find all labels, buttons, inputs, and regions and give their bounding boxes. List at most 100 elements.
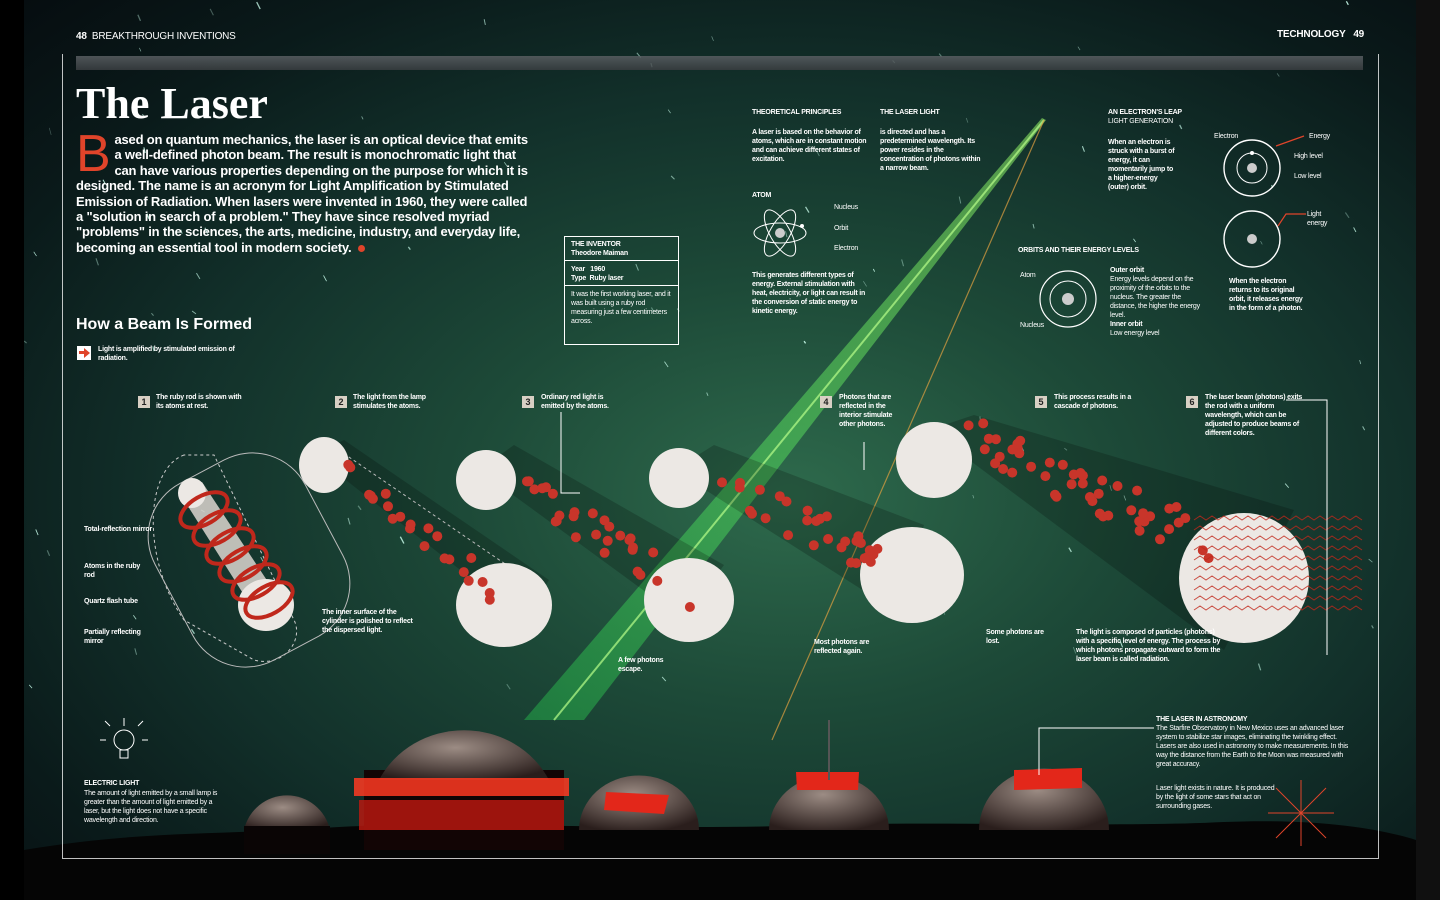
star — [143, 147, 146, 154]
lightbulb-icon — [100, 718, 148, 759]
star — [958, 196, 962, 204]
photon — [602, 535, 613, 546]
star — [1119, 640, 1124, 648]
photon — [851, 558, 862, 569]
step-5-number: 5 — [1035, 396, 1047, 408]
star — [670, 175, 675, 180]
photon — [1138, 508, 1149, 519]
photon — [760, 513, 771, 524]
orbits-heading: ORBITS AND THEIR ENERGY LEVELS — [1018, 247, 1139, 254]
photon — [1007, 467, 1018, 478]
star — [1123, 495, 1127, 501]
photon — [419, 541, 430, 552]
star — [506, 683, 511, 690]
star — [137, 14, 142, 22]
star — [872, 268, 876, 272]
inventor-rule-2 — [565, 285, 678, 286]
photon — [554, 510, 565, 521]
few-escape-label: A few photons escape. — [618, 657, 664, 673]
photon — [1134, 516, 1145, 527]
star — [706, 392, 709, 396]
star-burst-icon — [1268, 780, 1334, 846]
electron-label: Electron — [834, 245, 859, 252]
some-lost-label: Some photons are lost. — [986, 629, 1044, 645]
step-3-text: Ordinary red light is emitted by the ato… — [541, 394, 609, 410]
star — [209, 8, 214, 16]
photon — [1164, 524, 1175, 535]
laser-wave — [1193, 565, 1363, 571]
orbits-diagram — [1039, 270, 1097, 328]
star — [664, 361, 669, 368]
inventor-name: Theodore Maiman — [571, 250, 628, 257]
photon — [380, 488, 391, 499]
inventor-type-label: Type — [571, 275, 587, 282]
leap-electron-label: Electron — [1214, 133, 1239, 140]
photon — [599, 515, 610, 526]
photon — [383, 501, 393, 512]
photon — [991, 434, 1001, 445]
photon — [1075, 468, 1086, 478]
star — [1133, 238, 1136, 243]
photon — [395, 511, 406, 522]
atom-label: ATOM — [752, 192, 772, 199]
photon — [523, 476, 534, 487]
star — [357, 505, 362, 511]
star — [1345, 0, 1349, 6]
inner-orbit-text: Low energy level — [1110, 330, 1160, 337]
photon — [570, 532, 581, 543]
flash-tube-coil — [178, 490, 230, 530]
star — [204, 227, 208, 234]
orbit-label: Orbit — [834, 225, 849, 232]
laser-wave — [1193, 525, 1363, 531]
star — [256, 1, 261, 10]
observatory-main-dome — [354, 730, 569, 850]
photon — [754, 484, 765, 495]
photon — [717, 477, 727, 488]
partial-mirror-label: Partially reflecting mirror — [84, 629, 141, 645]
laser-wave — [1193, 555, 1363, 561]
photon — [1112, 481, 1123, 491]
green-laser-beam — [524, 118, 1046, 720]
laser-wave — [1193, 535, 1363, 541]
photon — [1026, 461, 1037, 472]
leap-text: When an electron is struck with a burst … — [1108, 139, 1175, 191]
photon — [367, 493, 378, 504]
inventor-year-label: Year — [571, 266, 585, 273]
outer-orbit-text: Energy levels depend on the proximity of… — [1110, 276, 1200, 319]
nucleus-label: Nucleus — [834, 204, 858, 211]
photon — [998, 464, 1009, 474]
star — [711, 36, 714, 41]
photon — [529, 484, 540, 495]
mirror-label: Total-reflection mirror — [84, 526, 153, 533]
photon — [477, 577, 488, 587]
star — [134, 648, 138, 655]
star — [146, 213, 150, 220]
photon — [591, 529, 602, 540]
flash-tube-coil — [243, 580, 295, 620]
photon — [458, 567, 469, 578]
leap-subheading: LIGHT GENERATION — [1108, 118, 1173, 125]
star — [1371, 625, 1374, 629]
frame-left — [62, 54, 63, 858]
photon — [1097, 475, 1108, 486]
star — [35, 529, 39, 536]
beam-legend-text: Light is amplified by stimulated emissio… — [98, 346, 235, 362]
photon — [774, 491, 785, 502]
star — [196, 272, 201, 280]
right-folio: TECHNOLOGY 49 — [1277, 30, 1364, 40]
star — [33, 251, 37, 257]
star — [347, 517, 351, 525]
star — [1257, 663, 1262, 671]
star — [803, 340, 807, 344]
photon — [343, 459, 354, 470]
step-1-number: 1 — [138, 396, 150, 408]
star — [661, 676, 667, 682]
orbits-atom-label: Atom — [1020, 272, 1036, 279]
frame-right — [1378, 54, 1379, 858]
star — [1362, 426, 1366, 431]
photon — [994, 451, 1005, 462]
photon — [1093, 488, 1104, 499]
star — [650, 307, 654, 311]
photon — [1171, 502, 1182, 512]
star — [361, 116, 364, 120]
